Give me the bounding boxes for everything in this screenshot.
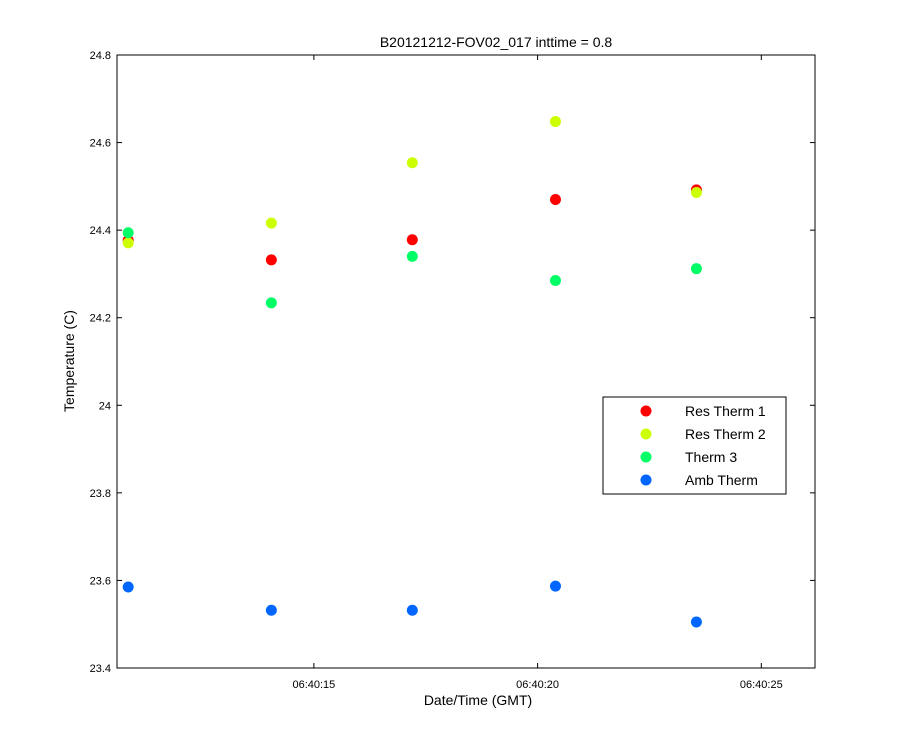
point-therm-3 [265,297,277,309]
legend-marker-amb-therm [640,474,652,486]
point-res-therm-1 [549,193,561,205]
y-tick-label: 24 [99,400,111,412]
legend-marker-therm-3 [640,451,652,463]
legend: Res Therm 1 Res Therm 2 Therm 3 Amb Ther… [602,396,787,495]
legend-marker-res-therm-1 [640,405,652,417]
legend-marker-res-therm-2 [640,428,652,440]
point-res-therm-2 [265,217,277,229]
y-tick-label: 24.4 [90,225,111,237]
point-therm-3 [690,263,702,275]
y-tick-label: 24.2 [90,313,111,325]
point-res-therm-2 [122,237,134,249]
y-tick-label: 23.6 [90,575,111,587]
x-axis: 06:40:15 06:40:20 06:40:25 [292,55,783,691]
y-tick-label: 23.4 [90,663,111,675]
x-tick-label: 06:40:20 [516,679,559,691]
y-tick-label: 24.6 [90,138,111,150]
x-axis-label: Date/Time (GMT) [424,692,532,708]
x-tick-label: 06:40:15 [292,679,335,691]
legend-label-res-therm-1: Res Therm 1 [685,403,766,419]
y-axis: 23.4 23.6 23.8 24 24.2 24.4 24.6 24.8 [90,50,815,675]
point-res-therm-2 [690,186,702,198]
point-therm-3 [122,227,134,239]
plot-area [116,54,816,669]
chart-title: B20121212-FOV02_017 inttime = 0.8 [380,34,613,50]
y-tick-label: 24.8 [90,50,111,62]
legend-label-therm-3: Therm 3 [685,449,737,465]
point-res-therm-1 [265,254,277,266]
point-res-therm-1 [406,234,418,246]
point-res-therm-2 [406,157,418,169]
point-therm-3 [406,250,418,262]
x-tick-label: 06:40:25 [740,679,783,691]
point-amb-therm [265,604,277,616]
legend-label-res-therm-2: Res Therm 2 [685,426,766,442]
legend-box [602,396,787,495]
point-amb-therm [690,616,702,628]
data-points [122,116,702,628]
point-res-therm-2 [549,116,561,128]
y-tick-label: 23.8 [90,488,111,500]
point-amb-therm [549,580,561,592]
point-therm-3 [549,274,561,286]
y-axis-label: Temperature (C) [61,310,77,412]
point-amb-therm [122,581,134,593]
point-amb-therm [406,604,418,616]
legend-label-amb-therm: Amb Therm [685,472,758,488]
